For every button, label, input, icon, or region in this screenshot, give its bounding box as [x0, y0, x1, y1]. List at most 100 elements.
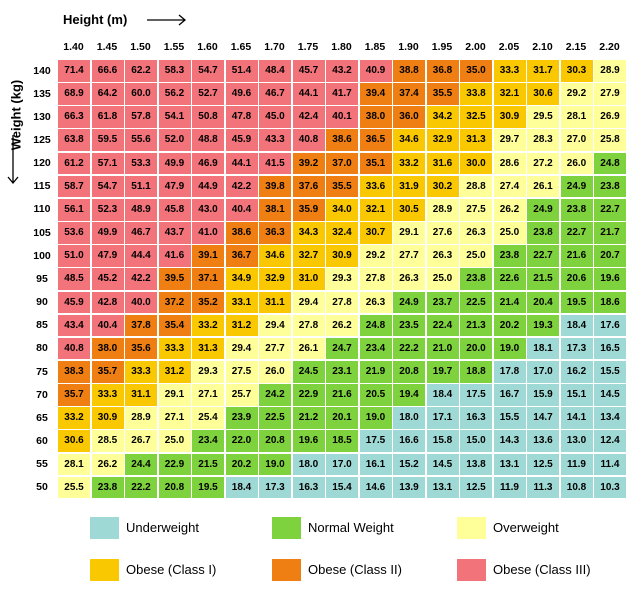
bmi-cell: 20.1	[325, 406, 359, 430]
bmi-cell: 26.2	[90, 452, 125, 477]
bmi-cell: 32.9	[258, 267, 292, 291]
bmi-cell: 35.9	[291, 197, 326, 222]
legend-label: Overweight	[493, 520, 559, 535]
bmi-cell: 20.7	[593, 244, 627, 268]
legend-swatch	[457, 559, 486, 581]
bmi-cell: 31.3	[459, 128, 493, 153]
bmi-cell: 13.9	[392, 475, 426, 500]
weight-header: 90	[36, 296, 48, 309]
bmi-cell: 25.4	[191, 406, 225, 430]
bmi-cell: 39.2	[291, 151, 326, 176]
bmi-cell: 43.7	[157, 221, 192, 245]
bmi-cell: 22.7	[593, 197, 627, 222]
bmi-cell: 25.0	[425, 267, 460, 291]
bmi-cell: 36.8	[425, 59, 460, 83]
bmi-cell: 47.9	[157, 174, 192, 199]
bmi-cell: 19.0	[492, 336, 527, 361]
bmi-cell: 22.9	[157, 452, 192, 477]
bmi-cell: 57.1	[90, 151, 125, 176]
bmi-cell: 51.0	[57, 244, 91, 268]
bmi-cell: 31.3	[191, 336, 225, 361]
bmi-cell: 61.2	[57, 151, 91, 176]
bmi-cell: 14.3	[492, 429, 527, 454]
bmi-cell: 30.9	[325, 244, 359, 268]
bmi-cell: 26.3	[358, 290, 393, 315]
bmi-cell: 13.4	[593, 406, 627, 430]
bmi-cell: 27.0	[559, 128, 594, 153]
weight-header: 95	[36, 272, 48, 285]
bmi-cell: 29.3	[191, 359, 225, 384]
bmi-cell: 41.7	[325, 82, 359, 106]
bmi-cell: 68.9	[57, 82, 91, 106]
bmi-cell: 20.6	[559, 267, 594, 291]
bmi-cell: 22.5	[459, 290, 493, 315]
bmi-cell: 13.6	[526, 429, 560, 454]
bmi-cell: 21.2	[291, 406, 326, 430]
height-header: 1.70	[264, 41, 285, 53]
bmi-cell: 45.9	[224, 128, 259, 153]
bmi-cell: 13.8	[459, 452, 493, 477]
bmi-cell: 17.0	[325, 452, 359, 477]
bmi-cell: 17.6	[593, 313, 627, 338]
bmi-cell: 19.6	[593, 267, 627, 291]
bmi-cell: 48.8	[191, 128, 225, 153]
bmi-cell: 13.1	[492, 452, 527, 477]
bmi-cell: 35.5	[325, 174, 359, 199]
bmi-cell: 30.6	[57, 429, 91, 454]
bmi-cell: 17.5	[459, 383, 493, 407]
bmi-cell: 22.7	[559, 221, 594, 245]
bmi-cell: 40.8	[291, 128, 326, 153]
bmi-cell: 21.5	[526, 267, 560, 291]
bmi-cell: 49.6	[224, 82, 259, 106]
bmi-cell: 35.6	[124, 336, 158, 361]
bmi-cell: 37.0	[325, 151, 359, 176]
height-header: 1.55	[163, 41, 185, 53]
bmi-cell: 46.7	[258, 82, 292, 106]
bmi-cell: 18.8	[459, 359, 493, 384]
bmi-cell: 31.2	[157, 359, 192, 384]
height-header: 1.95	[431, 41, 453, 53]
bmi-cell: 11.3	[526, 475, 560, 500]
bmi-cell: 55.6	[124, 128, 158, 153]
bmi-cell: 36.0	[392, 105, 426, 129]
bmi-cell: 27.1	[157, 406, 192, 430]
bmi-cell: 17.1	[425, 406, 460, 430]
bmi-cell: 37.4	[392, 82, 426, 106]
bmi-cell: 24.9	[559, 174, 594, 199]
bmi-cell: 30.6	[526, 82, 560, 106]
bmi-cell: 23.8	[526, 221, 560, 245]
bmi-cell: 26.1	[526, 174, 560, 199]
bmi-cell: 18.0	[392, 406, 426, 430]
bmi-cell: 25.0	[157, 429, 192, 454]
bmi-cell: 22.6	[492, 267, 527, 291]
bmi-cell: 29.7	[492, 128, 527, 153]
bmi-cell: 44.4	[124, 244, 158, 268]
weight-header: 85	[36, 319, 48, 332]
weight-header: 105	[33, 226, 51, 239]
bmi-cell: 21.4	[492, 290, 527, 315]
bmi-cell: 51.1	[124, 174, 158, 199]
bmi-cell: 50.8	[191, 105, 225, 129]
bmi-cell: 28.8	[459, 174, 493, 199]
bmi-cell: 28.9	[124, 406, 158, 430]
bmi-cell: 49.9	[90, 221, 125, 245]
bmi-cell: 11.4	[593, 452, 627, 477]
bmi-cell: 23.9	[224, 406, 259, 430]
legend-label: Underweight	[126, 520, 199, 535]
bmi-cell: 48.9	[124, 197, 158, 222]
bmi-cell: 25.5	[57, 475, 91, 500]
bmi-cell: 33.1	[224, 290, 259, 315]
bmi-cell: 29.1	[157, 383, 192, 407]
bmi-cell: 33.3	[157, 336, 192, 361]
bmi-cell: 29.4	[291, 290, 326, 315]
bmi-cell: 22.7	[526, 244, 560, 268]
height-header: 2.10	[532, 41, 553, 53]
bmi-cell: 59.5	[90, 128, 125, 153]
bmi-cell: 49.9	[157, 151, 192, 176]
bmi-cell: 20.4	[526, 290, 560, 315]
weight-header: 100	[33, 249, 51, 262]
weight-header: 60	[36, 434, 48, 447]
bmi-cell: 22.2	[392, 336, 426, 361]
bmi-cell: 12.5	[526, 452, 560, 477]
bmi-cell: 26.2	[325, 313, 359, 338]
